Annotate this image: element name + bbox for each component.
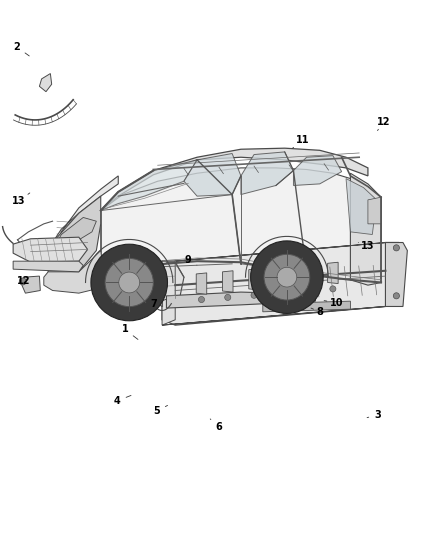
Text: 7: 7 [150, 299, 166, 309]
Circle shape [393, 245, 399, 251]
Text: 12: 12 [18, 277, 31, 286]
Polygon shape [368, 197, 381, 224]
Polygon shape [385, 243, 407, 306]
Text: 13: 13 [12, 193, 30, 206]
Text: 9: 9 [185, 255, 197, 265]
Circle shape [251, 241, 323, 313]
Circle shape [225, 294, 231, 301]
Text: 6: 6 [210, 419, 223, 432]
Polygon shape [101, 168, 381, 285]
Circle shape [251, 292, 257, 298]
Text: 11: 11 [293, 135, 310, 148]
Polygon shape [48, 196, 101, 282]
Polygon shape [166, 292, 315, 308]
Polygon shape [53, 176, 118, 251]
Circle shape [330, 286, 336, 292]
Text: 5: 5 [153, 406, 167, 416]
Polygon shape [241, 152, 293, 195]
Circle shape [304, 288, 310, 294]
Text: 10: 10 [324, 298, 343, 308]
Circle shape [393, 293, 399, 299]
Circle shape [119, 272, 140, 293]
Circle shape [198, 296, 205, 303]
Polygon shape [22, 276, 40, 293]
Polygon shape [145, 261, 184, 306]
Polygon shape [223, 271, 233, 292]
Circle shape [264, 254, 310, 300]
Polygon shape [162, 261, 175, 325]
Polygon shape [346, 179, 377, 235]
Polygon shape [162, 243, 403, 325]
Polygon shape [293, 156, 342, 185]
Polygon shape [39, 74, 52, 92]
Polygon shape [13, 237, 88, 262]
Circle shape [105, 259, 153, 306]
Polygon shape [184, 154, 241, 196]
Polygon shape [249, 269, 259, 290]
Circle shape [277, 268, 297, 287]
Circle shape [91, 244, 167, 321]
Polygon shape [301, 264, 312, 286]
Circle shape [277, 290, 283, 296]
Text: 12: 12 [377, 117, 390, 131]
Text: 8: 8 [311, 307, 323, 317]
Polygon shape [57, 217, 96, 245]
Polygon shape [196, 273, 207, 294]
Text: 3: 3 [367, 410, 381, 419]
Polygon shape [162, 298, 399, 325]
Polygon shape [275, 266, 286, 288]
Polygon shape [162, 243, 399, 266]
Polygon shape [44, 251, 105, 293]
Polygon shape [13, 261, 83, 272]
Text: 2: 2 [13, 42, 29, 56]
Polygon shape [101, 148, 368, 211]
Polygon shape [350, 173, 381, 285]
Text: 4: 4 [114, 395, 131, 406]
Text: 13: 13 [358, 241, 374, 251]
Polygon shape [328, 262, 338, 284]
Text: 1: 1 [121, 325, 138, 340]
Circle shape [19, 278, 26, 285]
Polygon shape [101, 160, 197, 211]
Polygon shape [263, 301, 350, 312]
